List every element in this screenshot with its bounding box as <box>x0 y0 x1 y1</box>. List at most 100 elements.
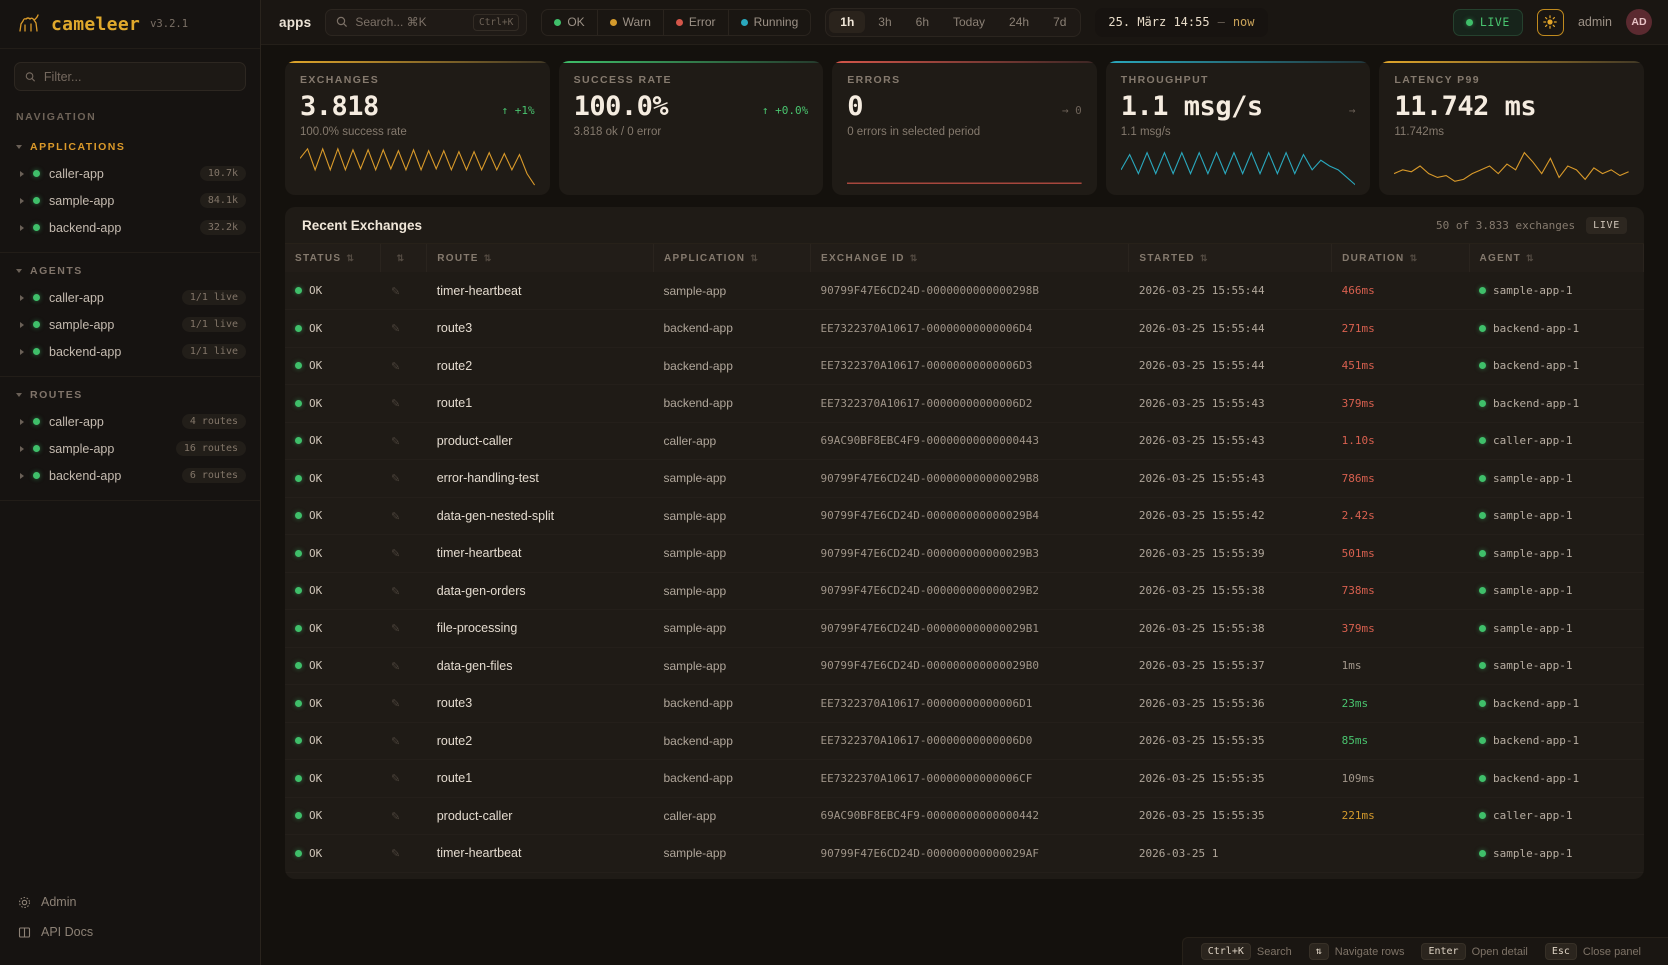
kpi-card-success-rate[interactable]: SUCCESS RATE 100.0% ↑ +0.0% 3.818 ok / 0 er… <box>558 61 824 195</box>
kpi-card-latency-p99[interactable]: LATENCY P99 11.742 ms 11.742ms <box>1379 61 1644 195</box>
cell-edit[interactable]: ✎ <box>380 459 427 498</box>
range-24h[interactable]: 24h <box>1009 15 1030 29</box>
range-1h[interactable]: 1h <box>829 11 866 33</box>
time-range-display[interactable]: 25. März 14:55 — now <box>1095 7 1268 37</box>
cell-edit[interactable]: ✎ <box>380 609 427 648</box>
nav-section-header[interactable]: ROUTES <box>0 377 260 408</box>
status-dot-icon <box>33 472 40 479</box>
nav-section-header[interactable]: APPLICATIONS <box>0 129 260 160</box>
cell-status: OK <box>285 459 381 498</box>
table-row[interactable]: OK ✎ product-caller caller-app 69AC90BF8EBC4… <box>285 797 1644 835</box>
column-header-blank[interactable]: ⇅ <box>380 244 428 272</box>
cell-edit[interactable]: ✎ <box>380 647 427 685</box>
sidebar-item-backend-app[interactable]: backend-app 6 routes <box>0 462 260 489</box>
sidebar-item-backend-app[interactable]: backend-app 1/1 live <box>0 338 260 365</box>
cell-agent: backend-app-1 <box>1469 684 1644 723</box>
avatar[interactable]: AD <box>1626 9 1652 35</box>
table-row[interactable]: OK ✎ timer-heartbeat sample-app 90799F47E6CD… <box>285 272 1644 310</box>
cell-edit[interactable]: ✎ <box>380 759 427 798</box>
column-header-agent[interactable]: AGENT ⇅ <box>1469 244 1644 272</box>
range-Today[interactable]: Today <box>953 15 986 29</box>
table-row[interactable]: OK ✎ route3 backend-app EE7322370A10617-0000… <box>285 684 1644 723</box>
chevron-right-icon <box>20 348 24 355</box>
table-row[interactable]: OK ✎ data-gen-files sample-app 90799F47E6CD2… <box>285 647 1644 685</box>
cell-edit[interactable]: ✎ <box>380 309 427 348</box>
cell-edit[interactable]: ✎ <box>380 722 427 760</box>
range-6h[interactable]: 6h <box>915 15 929 29</box>
cell-edit[interactable]: ✎ <box>380 684 427 723</box>
cell-duration: 501ms <box>1331 534 1469 573</box>
cell-status: OK <box>285 834 381 873</box>
sidebar-item-caller-app[interactable]: caller-app 10.7k <box>0 160 260 187</box>
status-filter-warn[interactable]: Warn <box>598 9 664 35</box>
table-row[interactable]: OK ✎ data-gen-orders sample-app 90799F47E6CD… <box>285 572 1644 610</box>
table-row[interactable]: OK ✎ route3 backend-app EE7322370A10617-0000… <box>285 309 1644 348</box>
cell-edit[interactable]: ✎ <box>380 797 427 835</box>
status-filter-ok[interactable]: OK <box>542 9 598 35</box>
nav-section-header[interactable]: AGENTS <box>0 253 260 284</box>
camel-icon <box>19 14 39 32</box>
filter-input[interactable] <box>43 69 235 84</box>
sidebar-item-sample-app[interactable]: sample-app 16 routes <box>0 435 260 462</box>
table-row[interactable]: OK ✎ data-gen-nested-split sample-app 90799F… <box>285 497 1644 535</box>
cell-edit[interactable]: ✎ <box>380 834 427 873</box>
sidebar-item-backend-app[interactable]: backend-app 32.2k <box>0 214 260 241</box>
column-header-started[interactable]: STARTED ⇅ <box>1128 244 1333 272</box>
kpi-card-exchanges[interactable]: EXCHANGES 3.818 ↑ +1% 100.0% success rate <box>285 61 550 195</box>
cell-application: sample-app <box>653 534 811 573</box>
sidebar-item-sample-app[interactable]: sample-app 84.1k <box>0 187 260 214</box>
sidebar-item-api-docs[interactable]: API Docs <box>0 917 260 947</box>
cell-edit[interactable]: ✎ <box>380 384 427 423</box>
sidebar-item-badge: 10.7k <box>199 166 246 181</box>
brand[interactable]: cameleer v3.2.1 <box>0 0 260 49</box>
table-row[interactable]: OK ✎ product-caller caller-app 69AC90BF8EBC4… <box>285 422 1644 460</box>
cell-edit[interactable]: ✎ <box>380 497 427 535</box>
column-header-exchange-id[interactable]: EXCHANGE ID ⇅ <box>810 244 1130 272</box>
column-header-duration[interactable]: DURATION ⇅ <box>1331 244 1470 272</box>
column-header-application[interactable]: APPLICATION ⇅ <box>653 244 811 272</box>
sidebar-item-sample-app[interactable]: sample-app 1/1 live <box>0 311 260 338</box>
cell-status: OK <box>285 684 381 723</box>
filter-box[interactable] <box>14 62 246 91</box>
column-header-status[interactable]: STATUS ⇅ <box>285 244 382 272</box>
sidebar-item-caller-app[interactable]: caller-app 1/1 live <box>0 284 260 311</box>
kpi-card-throughput[interactable]: THROUGHPUT 1.1 msg/s → 1.1 msg/s <box>1105 61 1371 195</box>
table-head: STATUS ⇅ ⇅ ROUTE ⇅ APPLICATION ⇅ EXCHANGE ID ⇅ ST… <box>285 244 1644 272</box>
search-box[interactable]: Search... ⌘K Ctrl+K <box>325 8 528 36</box>
cell-edit[interactable]: ✎ <box>380 534 427 573</box>
status-filter-running[interactable]: Running <box>729 10 811 35</box>
cell-route: route2 <box>426 347 654 385</box>
cell-edit[interactable]: ✎ <box>380 347 427 385</box>
table-row[interactable]: OK ✎ route1 backend-app EE7322370A10617-0000… <box>285 759 1644 798</box>
sidebar-item-admin[interactable]: Admin <box>0 887 260 917</box>
table-row[interactable]: OK ✎ timer-heartbeat sample-app 90799F47E6CD… <box>285 834 1644 873</box>
table-row[interactable]: OK ✎ route1 backend-app EE7322370A10617-0000… <box>285 384 1644 423</box>
cell-edit[interactable]: ✎ <box>380 572 427 610</box>
sidebar-item-badge: 32.2k <box>199 220 246 235</box>
theme-toggle-button[interactable] <box>1536 8 1564 36</box>
table-row[interactable]: OK ✎ file-processing sample-app 90799F47E6CD… <box>285 609 1644 648</box>
column-header-route[interactable]: ROUTE ⇅ <box>426 244 654 272</box>
table-scroll[interactable]: STATUS ⇅ ⇅ ROUTE ⇅ APPLICATION ⇅ EXCHANGE ID ⇅ ST… <box>285 244 1644 879</box>
table-row[interactable]: OK ✎ route2 backend-app EE7322370A10617-0000… <box>285 347 1644 385</box>
status-dot-icon <box>295 737 302 745</box>
kpi-card-errors[interactable]: ERRORS 0 → 0 0 errors in selected period <box>832 61 1097 195</box>
table-row[interactable]: OK ✎ route2 backend-app EE7322370A10617-0000… <box>285 722 1644 760</box>
cell-status: OK <box>285 797 381 835</box>
cell-edit[interactable]: ✎ <box>380 272 427 310</box>
cell-agent: sample-app-1 <box>1469 572 1644 610</box>
sidebar-item-label: caller-app <box>49 290 104 305</box>
range-3h[interactable]: 3h <box>878 15 892 29</box>
table-row[interactable]: OK ✎ error-handling-test sample-app 90799F47… <box>285 459 1644 498</box>
live-toggle[interactable]: LIVE <box>1452 8 1523 36</box>
table-row[interactable]: OK ✎ timer-heartbeat sample-app 90799F47E6CD… <box>285 534 1644 573</box>
sidebar-item-caller-app[interactable]: caller-app 4 routes <box>0 408 260 435</box>
sidebar: cameleer v3.2.1 NAVIGATION APPLICATIONS c… <box>0 0 261 965</box>
status-label: OK <box>309 546 323 560</box>
kpi-value-row: 1.1 msg/s → <box>1121 91 1356 122</box>
cell-edit[interactable]: ✎ <box>380 422 427 460</box>
status-filter-error[interactable]: Error <box>664 9 729 35</box>
sidebar-item-label: Admin <box>41 895 77 909</box>
range-7d[interactable]: 7d <box>1053 15 1067 29</box>
pencil-icon: ✎ <box>390 360 401 373</box>
